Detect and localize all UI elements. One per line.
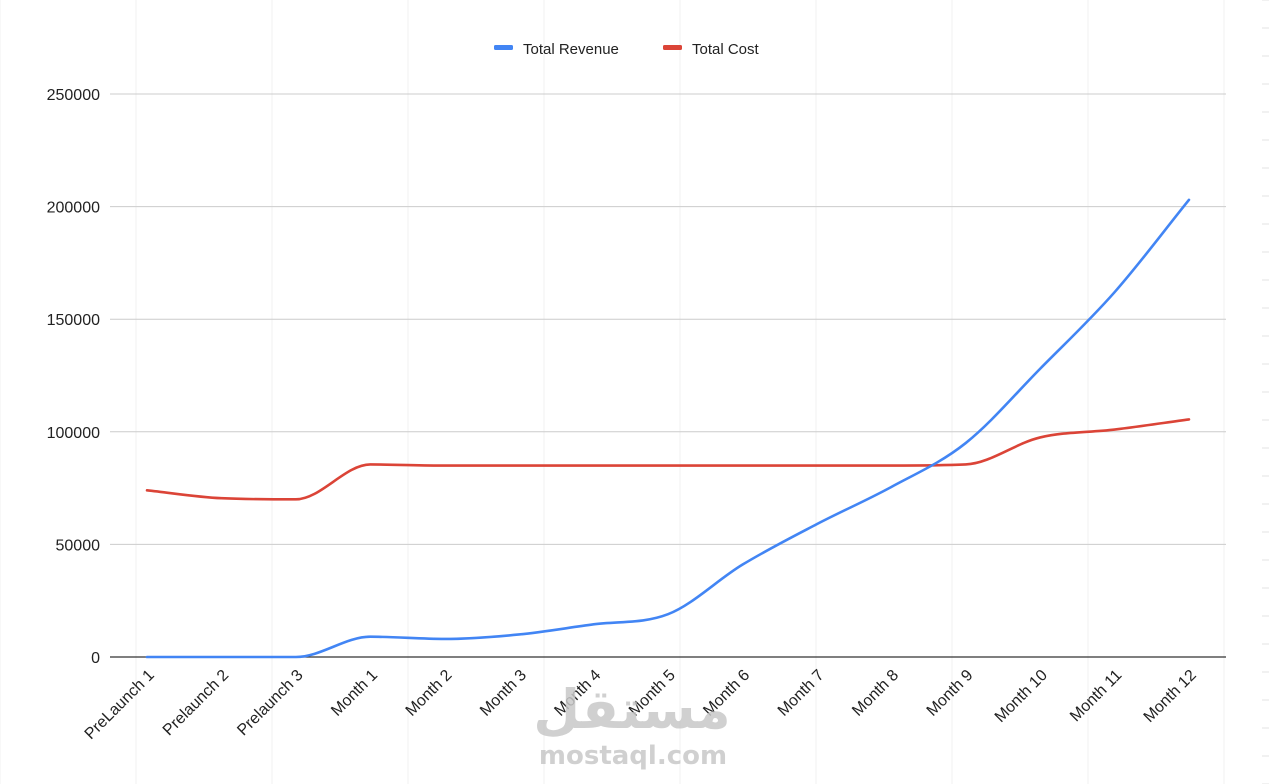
x-tick-label: Month 9 (924, 667, 977, 720)
y-tick-label: 200000 (47, 200, 100, 217)
x-tick-label: Month 12 (1141, 667, 1200, 726)
series-lines (145, 198, 1191, 659)
y-tick-label: 0 (91, 650, 100, 667)
x-tick-label: Month 8 (849, 667, 902, 720)
x-tick-label: Month 2 (403, 667, 456, 720)
x-tick-label: Prelaunch 3 (234, 667, 306, 739)
x-tick-label: Month 11 (1067, 667, 1125, 725)
y-tick-label: 250000 (47, 87, 100, 104)
y-tick-label: 100000 (47, 425, 100, 442)
watermark-latin-text: mostaql.com (539, 741, 727, 771)
x-tick-label: Month 3 (477, 667, 530, 720)
x-tick-label: Month 10 (992, 667, 1051, 726)
legend-label: Total Revenue (523, 41, 619, 58)
gridlines (110, 93, 1226, 545)
legend[interactable]: Total Revenue Total Cost (494, 41, 760, 58)
y-tick-label: 50000 (56, 537, 101, 554)
x-tick-label: PreLaunch 1 (82, 667, 158, 743)
legend-item-total-cost[interactable]: Total Cost (663, 41, 760, 58)
series-line-total-cost (145, 418, 1191, 501)
watermark-arabic-logo: مستقل (533, 678, 731, 741)
series-line-total-revenue (145, 198, 1191, 659)
y-axis-ticks: 250000 200000 150000 100000 50000 0 (47, 87, 100, 667)
x-tick-label: Month 7 (775, 667, 828, 720)
y-tick-label: 150000 (47, 312, 100, 329)
x-tick-label: Prelaunch 2 (160, 667, 232, 739)
legend-swatch (663, 45, 682, 50)
legend-label: Total Cost (692, 41, 760, 58)
watermark: مستقل mostaql.com (533, 678, 731, 771)
legend-item-total-revenue[interactable]: Total Revenue (494, 41, 619, 58)
x-tick-label: Month 1 (328, 667, 381, 720)
legend-swatch (494, 45, 513, 50)
